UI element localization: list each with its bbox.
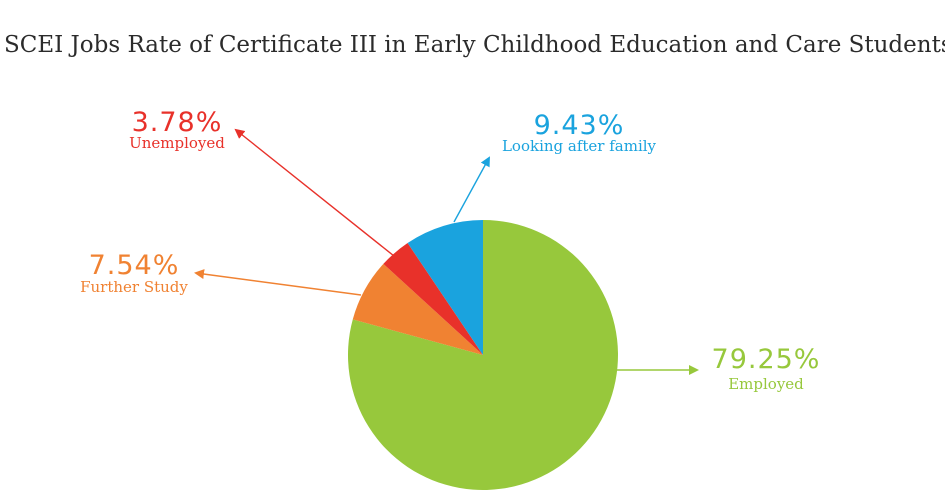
value-label-unemployed: 3.78%	[132, 107, 223, 138]
arrow-further-study	[194, 269, 362, 296]
value-label-employed: 79.25%	[712, 344, 821, 375]
pie-slices	[347, 220, 618, 490]
category-label-further-study: Further Study	[80, 278, 188, 296]
pie-slice-looking-after-family	[407, 220, 483, 355]
value-label-further-study: 7.54%	[89, 250, 180, 281]
chart-title: SCEI Jobs Rate of Certificate III in Ear…	[4, 32, 945, 58]
category-label-looking-after-family: Looking after family	[502, 137, 657, 155]
pie-connectors	[194, 128, 699, 375]
pie-slice-employed	[347, 220, 618, 490]
category-label-unemployed: Unemployed	[129, 134, 225, 152]
arrow-unemployed	[234, 128, 395, 257]
pie-labels: 79.25%Employed 7.54%Further Study 3.78%Une…	[80, 107, 821, 393]
category-label-employed: Employed	[728, 375, 804, 393]
pie-slice-unemployed	[383, 243, 483, 355]
pie-slice-further-study	[352, 263, 483, 355]
arrow-looking-after-family	[453, 156, 490, 223]
value-label-looking-after-family: 9.43%	[534, 110, 625, 141]
